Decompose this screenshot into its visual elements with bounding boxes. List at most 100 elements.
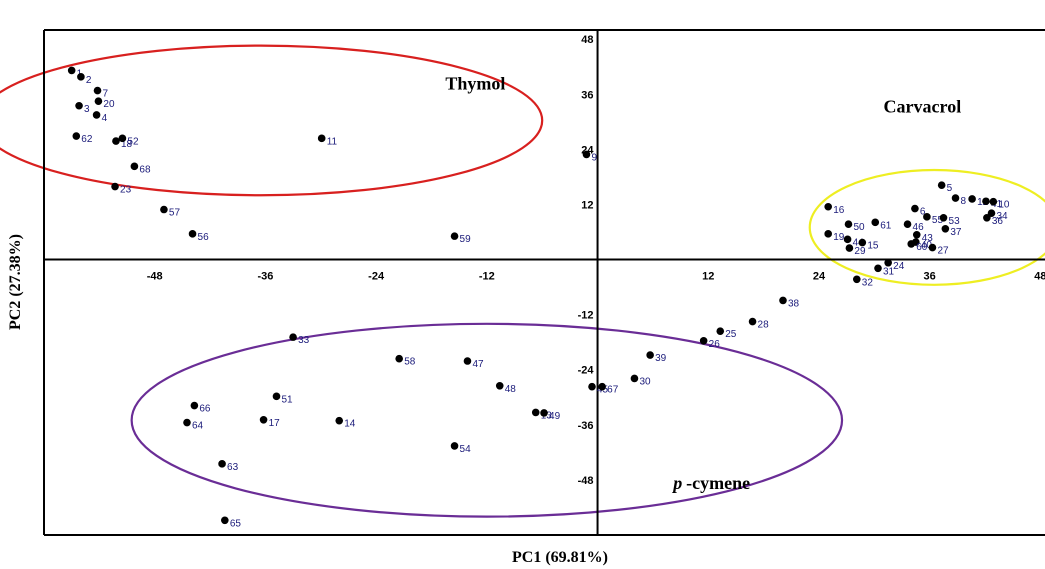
point-marker bbox=[884, 258, 892, 267]
point-marker bbox=[987, 209, 996, 217]
y-tick-label: -12 bbox=[578, 310, 594, 322]
point-marker bbox=[716, 327, 725, 335]
data-point: 24 bbox=[884, 258, 905, 272]
point-marker bbox=[646, 351, 654, 359]
point-marker bbox=[450, 442, 459, 450]
data-point: 29 bbox=[845, 244, 866, 257]
point-label: 47 bbox=[472, 359, 484, 370]
y-tick-label: -24 bbox=[578, 365, 595, 377]
x-tick-label: -24 bbox=[368, 271, 385, 283]
point-marker bbox=[272, 392, 281, 401]
x-tick-label: 12 bbox=[702, 271, 714, 283]
point-label: 27 bbox=[937, 246, 949, 257]
point-label: 18 bbox=[121, 139, 133, 150]
data-point: 3 bbox=[75, 101, 90, 115]
point-label: 36 bbox=[992, 216, 1004, 227]
group-label-pcymene_rest: -cymene bbox=[686, 473, 750, 493]
point-marker bbox=[912, 230, 921, 239]
data-point: 50 bbox=[844, 220, 865, 233]
data-point: 39 bbox=[646, 351, 667, 364]
data-point: 8 bbox=[951, 194, 967, 207]
point-label: 61 bbox=[880, 220, 892, 231]
point-marker bbox=[824, 230, 832, 238]
point-marker bbox=[598, 382, 606, 391]
point-marker bbox=[92, 111, 101, 119]
point-marker bbox=[183, 418, 191, 427]
point-label: 38 bbox=[788, 298, 800, 309]
data-point: 15 bbox=[858, 238, 879, 252]
data-points: 1234720621852682357561159916506165553463… bbox=[67, 66, 1010, 529]
point-marker bbox=[871, 218, 880, 227]
point-label: 63 bbox=[227, 462, 239, 473]
point-marker bbox=[160, 205, 168, 214]
point-marker bbox=[903, 220, 912, 228]
point-marker bbox=[450, 232, 459, 240]
point-marker bbox=[928, 243, 937, 252]
point-label: 33 bbox=[298, 335, 310, 346]
data-point: 47 bbox=[463, 357, 484, 370]
point-label: 19 bbox=[833, 232, 845, 243]
data-point: 55 bbox=[923, 213, 943, 226]
x-tick-label: 24 bbox=[813, 271, 826, 283]
point-marker bbox=[844, 220, 853, 228]
point-marker bbox=[989, 197, 998, 206]
point-marker bbox=[111, 182, 119, 191]
point-label: 58 bbox=[404, 357, 416, 368]
point-label: 7 bbox=[103, 89, 109, 100]
data-point: 19 bbox=[824, 230, 845, 243]
point-label: 20 bbox=[103, 99, 115, 110]
y-tick-label: -36 bbox=[578, 420, 594, 432]
point-label: 54 bbox=[460, 444, 472, 455]
point-marker bbox=[907, 240, 916, 248]
point-label: 28 bbox=[758, 320, 770, 331]
point-label: 62 bbox=[81, 134, 93, 145]
data-point: 46 bbox=[903, 220, 924, 233]
point-marker bbox=[317, 134, 326, 143]
data-point: 48 bbox=[495, 381, 517, 395]
point-label: 44 bbox=[853, 237, 865, 248]
group-ellipse-0 bbox=[0, 44, 544, 197]
point-marker bbox=[824, 202, 832, 211]
point-marker bbox=[221, 516, 229, 525]
point-marker bbox=[335, 416, 344, 425]
point-marker bbox=[77, 73, 85, 81]
x-tick-label: -12 bbox=[479, 271, 495, 283]
point-label: 9 bbox=[591, 152, 597, 163]
point-marker bbox=[118, 134, 127, 143]
point-label: 39 bbox=[655, 353, 667, 364]
point-label: 59 bbox=[460, 234, 472, 245]
point-label: 34 bbox=[996, 211, 1008, 222]
data-point: 5 bbox=[937, 181, 953, 194]
point-marker bbox=[495, 381, 504, 390]
point-marker bbox=[937, 181, 946, 189]
data-point: 6 bbox=[911, 204, 926, 218]
point-marker bbox=[75, 101, 83, 110]
point-marker bbox=[699, 337, 708, 345]
x-tick-label: 48 bbox=[1034, 271, 1045, 283]
data-point: 30 bbox=[630, 374, 651, 387]
point-marker bbox=[463, 357, 472, 365]
point-label: 48 bbox=[505, 384, 517, 395]
y-axis-title: PC2 (27.38%) bbox=[7, 234, 24, 330]
point-marker bbox=[93, 86, 102, 95]
data-point: 13 bbox=[531, 408, 553, 421]
point-marker bbox=[911, 204, 919, 213]
point-label: 60 bbox=[916, 242, 928, 253]
data-point: 49 bbox=[540, 409, 561, 422]
data-point: 58 bbox=[395, 354, 416, 368]
data-point: 41 bbox=[982, 197, 1003, 210]
point-label: 31 bbox=[883, 266, 895, 277]
data-point: 61 bbox=[871, 218, 892, 231]
point-marker bbox=[874, 264, 882, 273]
data-point: 57 bbox=[160, 205, 180, 219]
data-point: 23 bbox=[111, 182, 132, 196]
point-label: 6 bbox=[920, 207, 926, 218]
point-label: 3 bbox=[84, 104, 90, 115]
x-tick-label: -48 bbox=[147, 271, 163, 283]
point-label: 13 bbox=[541, 410, 553, 421]
data-point: 14 bbox=[335, 416, 356, 430]
point-label: 37 bbox=[950, 227, 962, 238]
y-tick-label: -48 bbox=[578, 475, 594, 487]
point-label: 25 bbox=[725, 329, 737, 340]
